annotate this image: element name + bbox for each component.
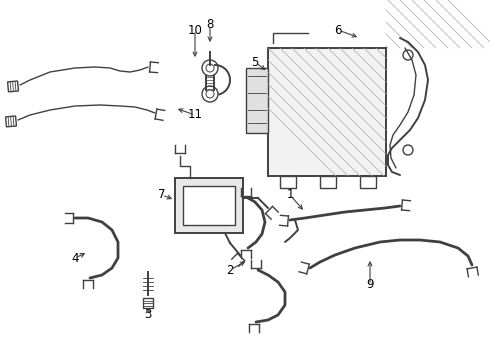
Bar [320, 176, 336, 188]
Text: 11: 11 [188, 108, 202, 122]
Bar [280, 176, 296, 188]
Text: 6: 6 [334, 23, 342, 36]
Text: 5: 5 [251, 55, 259, 68]
Text: 9: 9 [366, 279, 374, 292]
Bar [175, 178, 243, 233]
Text: 10: 10 [188, 23, 202, 36]
Bar [183, 186, 235, 225]
Bar [246, 68, 268, 133]
Text: 2: 2 [226, 264, 234, 276]
Bar [268, 48, 386, 176]
Text: 4: 4 [71, 252, 79, 265]
Text: 1: 1 [286, 189, 294, 202]
Text: 7: 7 [158, 189, 166, 202]
Bar [360, 176, 376, 188]
Text: 8: 8 [206, 18, 214, 31]
Text: 3: 3 [145, 309, 152, 321]
